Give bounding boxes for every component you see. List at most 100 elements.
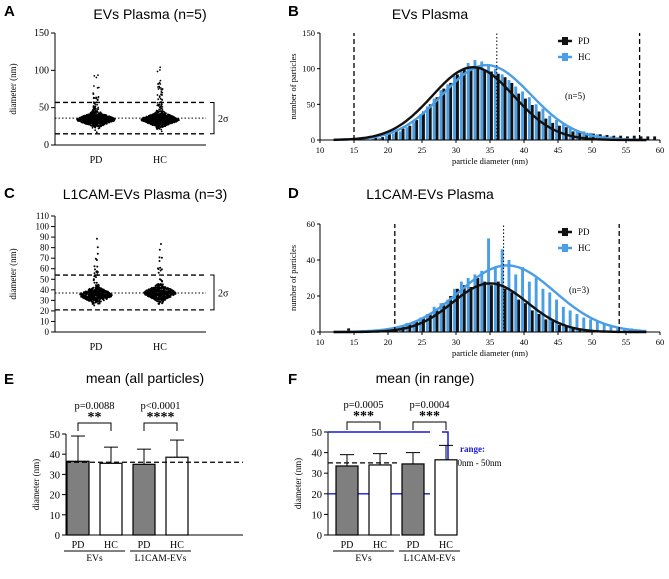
data-point bbox=[155, 292, 158, 295]
data-point bbox=[103, 117, 106, 120]
data-point bbox=[103, 296, 106, 298]
x-tick-label: 60 bbox=[656, 337, 665, 347]
significance-stars: *** bbox=[419, 409, 440, 424]
x-axis-label: particle diameter (nm) bbox=[452, 348, 528, 358]
data-point bbox=[161, 94, 164, 96]
data-point bbox=[107, 293, 110, 296]
data-point bbox=[174, 116, 176, 119]
data-point bbox=[83, 119, 86, 122]
group-label: L1CAM-EVs bbox=[135, 554, 187, 564]
data-point bbox=[160, 130, 163, 133]
n-annotation: (n=5) bbox=[565, 91, 585, 101]
data-point bbox=[146, 290, 149, 293]
data-point bbox=[154, 124, 157, 127]
data-point bbox=[177, 118, 180, 120]
histogram-bar bbox=[537, 111, 541, 140]
x-category-label: HC bbox=[170, 540, 184, 551]
sigma-label: 2σ bbox=[218, 288, 229, 299]
data-point bbox=[160, 243, 162, 245]
data-point bbox=[169, 294, 171, 297]
x-category-label: HC bbox=[104, 540, 118, 551]
y-axis-label: diameter (nm) bbox=[293, 458, 303, 509]
data-point bbox=[89, 291, 92, 294]
group-label: EVs bbox=[355, 554, 372, 564]
x-category-label: PD bbox=[90, 155, 103, 166]
histogram-bar bbox=[555, 299, 558, 332]
title-d: L1CAM-EVs Plasma bbox=[366, 186, 494, 202]
histogram-bar bbox=[442, 88, 446, 140]
data-point bbox=[151, 116, 154, 119]
data-point bbox=[161, 298, 164, 301]
data-point bbox=[97, 106, 100, 109]
histogram-bar bbox=[453, 288, 456, 332]
data-point bbox=[92, 293, 95, 296]
data-point bbox=[158, 87, 161, 89]
histogram-bar bbox=[473, 274, 477, 332]
histogram-bar bbox=[425, 106, 429, 140]
y-tick-label: 50 bbox=[39, 103, 49, 114]
data-point bbox=[155, 126, 158, 129]
data-point bbox=[155, 111, 157, 113]
histogram-bar bbox=[476, 278, 480, 332]
panel-label-b: B bbox=[288, 3, 299, 20]
data-point bbox=[158, 114, 160, 116]
data-point bbox=[94, 129, 97, 132]
data-point bbox=[97, 291, 100, 294]
y-tick-label: 0 bbox=[311, 135, 315, 145]
y-tick-label: 0 bbox=[55, 531, 60, 542]
legend-swatch-box bbox=[562, 228, 568, 236]
mean-bar bbox=[132, 463, 156, 536]
data-points-hc bbox=[140, 66, 180, 133]
mean-bar bbox=[434, 459, 458, 536]
panel-f-barchart: 0 10 20 30 40 50 diameter (nm) range: 20nm - 50n… bbox=[293, 400, 502, 564]
data-point bbox=[89, 123, 91, 126]
data-point bbox=[101, 115, 104, 118]
p-value: p=0.0005 bbox=[343, 400, 383, 411]
data-point bbox=[159, 69, 161, 71]
data-point bbox=[97, 74, 99, 76]
data-point bbox=[160, 125, 163, 128]
data-point bbox=[172, 294, 175, 296]
data-point bbox=[93, 75, 96, 77]
histogram-bar bbox=[412, 122, 416, 140]
data-point bbox=[158, 96, 161, 98]
data-point bbox=[161, 290, 164, 293]
y-axis-label: diameter (nm) bbox=[8, 248, 18, 299]
data-point bbox=[94, 268, 96, 271]
data-point bbox=[148, 115, 151, 118]
x-tick-label: 25 bbox=[418, 145, 427, 155]
data-point bbox=[107, 120, 110, 123]
histogram-bar bbox=[564, 326, 568, 332]
histogram-bar bbox=[415, 120, 419, 140]
data-point bbox=[148, 117, 151, 120]
data-point bbox=[171, 118, 174, 121]
histogram-bar bbox=[616, 326, 620, 332]
data-point bbox=[153, 119, 156, 121]
data-point bbox=[154, 113, 157, 116]
histogram-bar bbox=[439, 90, 443, 140]
histogram-bar bbox=[548, 292, 552, 332]
data-point bbox=[96, 296, 99, 299]
gaussian-fit-hc bbox=[333, 63, 647, 142]
data-point bbox=[152, 294, 155, 297]
gaussian-fit-hc bbox=[333, 264, 647, 334]
data-point bbox=[94, 296, 97, 299]
group-label: EVs bbox=[86, 554, 103, 564]
data-point bbox=[156, 289, 159, 292]
data-point bbox=[85, 117, 88, 120]
data-point bbox=[100, 112, 103, 115]
x-tick-label: 40 bbox=[520, 337, 529, 347]
histogram-bar bbox=[419, 317, 422, 332]
y-tick-label: 20 bbox=[312, 490, 323, 501]
data-point bbox=[94, 123, 96, 126]
data-point bbox=[157, 83, 159, 85]
y-tick-label: 30 bbox=[312, 469, 323, 480]
x-tick-label: 20 bbox=[384, 145, 393, 155]
data-point bbox=[91, 296, 94, 299]
histogram-bar bbox=[493, 68, 497, 140]
data-point bbox=[92, 92, 95, 94]
data-point bbox=[97, 111, 99, 113]
data-point bbox=[92, 302, 95, 305]
histogram-bar bbox=[534, 278, 538, 332]
histogram-bar bbox=[541, 288, 545, 332]
